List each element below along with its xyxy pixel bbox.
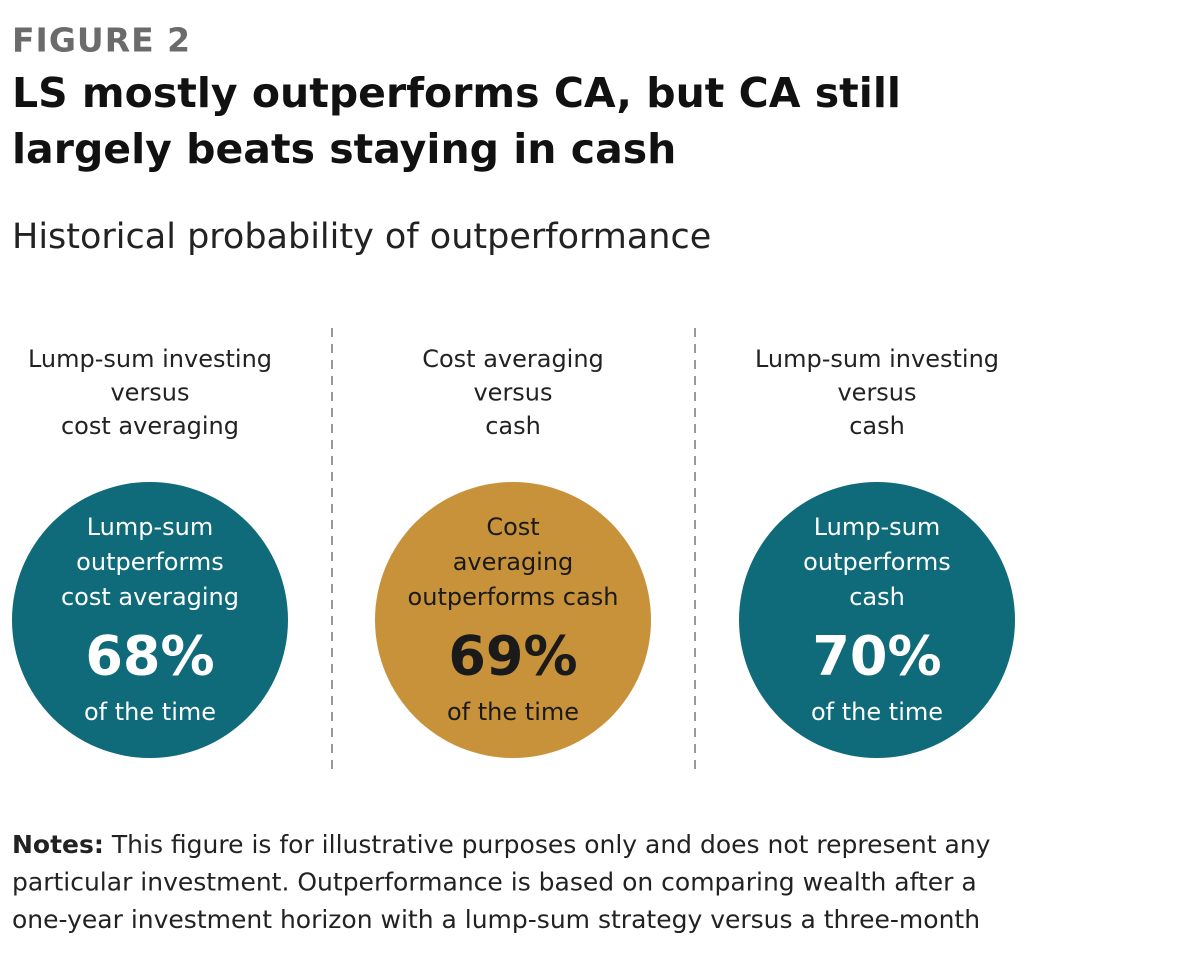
figure-label: FIGURE 2 bbox=[12, 21, 191, 60]
notes-line: Notes: This figure is for illustrative pu… bbox=[12, 830, 991, 859]
panel-heading: cost averaging bbox=[61, 412, 239, 440]
notes-line: particular investment. Outperformance is… bbox=[12, 868, 977, 897]
panel-heading: Cost averaging bbox=[422, 345, 604, 373]
title: largely beats staying in cash bbox=[12, 125, 676, 173]
panel-heading: versus bbox=[473, 379, 552, 407]
panel-heading: cash bbox=[849, 412, 905, 440]
panel-heading: cash bbox=[485, 412, 541, 440]
panel-heading: Lump-sum investing bbox=[755, 345, 999, 373]
circle-text: outperforms bbox=[803, 548, 951, 576]
circle bbox=[12, 482, 288, 758]
notes-label: Notes: bbox=[12, 830, 104, 859]
subtitle: Historical probability of outperformance bbox=[12, 217, 711, 257]
circle-suffix: of the time bbox=[84, 698, 216, 726]
circle-text: cost averaging bbox=[61, 583, 239, 611]
notes-text: one-year investment horizon with a lump-… bbox=[12, 905, 980, 934]
circle bbox=[375, 482, 651, 758]
circle-text: outperforms bbox=[76, 548, 224, 576]
circle-text: outperforms cash bbox=[408, 583, 619, 611]
notes-text: particular investment. Outperformance is… bbox=[12, 868, 977, 897]
percent: 70% bbox=[812, 625, 941, 688]
circle-suffix: of the time bbox=[811, 698, 943, 726]
percent: 68% bbox=[85, 625, 214, 688]
circle-text: Lump-sum bbox=[814, 513, 941, 541]
panel-heading: Lump-sum investing bbox=[28, 345, 272, 373]
panel-heading: versus bbox=[837, 379, 916, 407]
circle-text: Cost bbox=[486, 513, 539, 541]
notes-line: one-year investment horizon with a lump-… bbox=[12, 905, 980, 934]
panel-heading: versus bbox=[110, 379, 189, 407]
title: LS mostly outperforms CA, but CA still bbox=[12, 69, 901, 117]
percent: 69% bbox=[448, 625, 577, 688]
circle-text: Lump-sum bbox=[87, 513, 214, 541]
circle-text: cash bbox=[849, 583, 905, 611]
circle bbox=[739, 482, 1015, 758]
circle-text: averaging bbox=[453, 548, 574, 576]
notes-text: This figure is for illustrative purposes… bbox=[111, 830, 991, 859]
circle-suffix: of the time bbox=[447, 698, 579, 726]
